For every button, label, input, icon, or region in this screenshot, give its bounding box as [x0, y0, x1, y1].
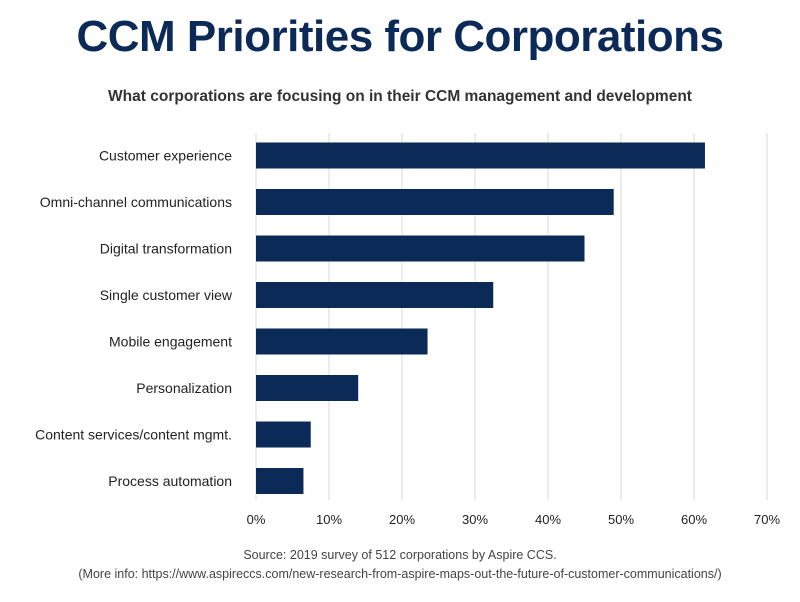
x-tick-label-4: 40%	[535, 512, 561, 527]
chart-title: CCM Priorities for Corporations	[76, 12, 725, 61]
bar-7	[256, 468, 304, 494]
category-label-7: Process automation	[108, 473, 232, 489]
bar-3	[256, 282, 494, 308]
category-label-3: Single customer view	[100, 287, 233, 303]
source-note: Source: 2019 survey of 512 corporations …	[243, 548, 557, 562]
bar-6	[256, 421, 311, 448]
x-tick-label-7: 70%	[754, 512, 780, 527]
category-label-5: Personalization	[136, 380, 232, 396]
x-tick-label-3: 30%	[462, 512, 488, 527]
category-label-1: Omni-channel communications	[40, 194, 232, 210]
bar-1	[256, 189, 614, 215]
bar-4	[256, 328, 428, 355]
bar-2	[256, 235, 585, 262]
category-label-0: Customer experience	[99, 148, 232, 164]
category-label-4: Mobile engagement	[109, 334, 232, 350]
x-tick-label-1: 10%	[316, 512, 342, 527]
x-tick-label-5: 50%	[608, 512, 634, 527]
chart-subtitle: What corporations are focusing on in the…	[108, 88, 692, 105]
x-tick-label-6: 60%	[681, 512, 707, 527]
category-label-2: Digital transformation	[100, 241, 232, 257]
x-tick-label-2: 20%	[389, 512, 415, 527]
category-label-6: Content services/content mgmt.	[35, 427, 232, 443]
source-link-note: (More info: https://www.aspireccs.com/ne…	[78, 567, 722, 581]
x-tick-label-0: 0%	[247, 512, 266, 527]
bar-0	[256, 142, 705, 169]
bar-5	[256, 375, 359, 401]
